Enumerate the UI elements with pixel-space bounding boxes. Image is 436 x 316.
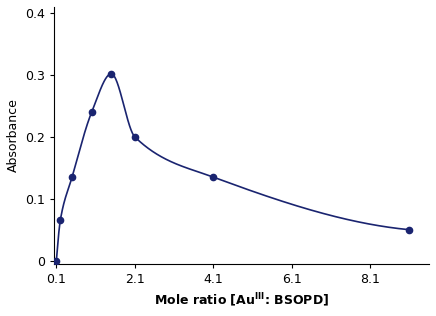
X-axis label: Mole ratio [Au$^{\mathbf{III}}$: BSOPD]: Mole ratio [Au$^{\mathbf{III}}$: BSOPD] xyxy=(154,291,329,309)
Y-axis label: Absorbance: Absorbance xyxy=(7,98,20,172)
